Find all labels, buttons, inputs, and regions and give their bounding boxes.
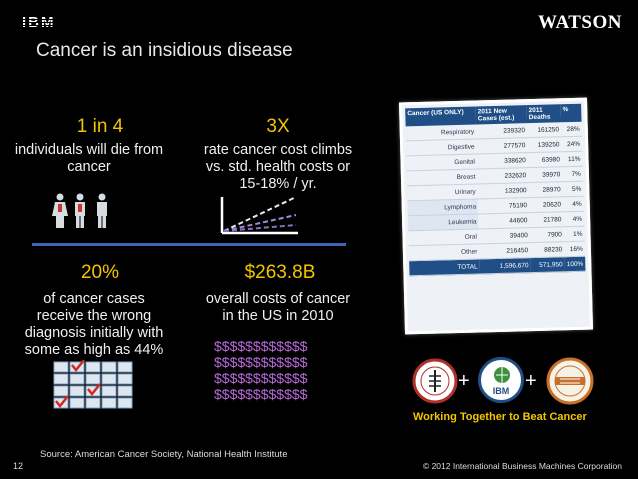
table-cell: 232620 [477, 167, 529, 184]
ibm-logo: IBM [22, 14, 56, 31]
ibm-partner-label: IBM [492, 386, 510, 396]
stat-1-text: individuals will die from cancer [4, 142, 174, 176]
stat-3-text: of cancer cases receive the wrong diagno… [4, 291, 184, 359]
table-cell: 7% [562, 166, 584, 182]
table-cell: 20620 [528, 196, 564, 213]
table-cell: 88230 [530, 241, 565, 258]
table-cell: 1,596,670 [479, 257, 531, 274]
cancer-statistics-table: Cancer (US ONLY) 2011 New Cases (est.) 2… [398, 97, 594, 335]
stat-3-line-1: of cancer cases [43, 291, 145, 307]
dollar-line-3: $$$$$$$$$$$$ [214, 370, 308, 386]
stat-4-text: overall costs of cancer in the US in 201… [180, 291, 376, 325]
stat-3-line-3: diagnosis initially with [24, 325, 164, 341]
table-header-cancer: Cancer (US ONLY) [405, 106, 476, 127]
table-cell: 28% [560, 121, 582, 137]
page-number: 12 [13, 461, 24, 471]
stat-2-line-3: 15-18% / yr. [239, 176, 317, 192]
table-cell: 4% [562, 196, 584, 212]
table-cell: 338620 [476, 152, 529, 169]
memorial-hospital-logo [546, 357, 594, 405]
stat-3-headline: 20% [80, 262, 120, 283]
table-cell: 28970 [528, 181, 563, 198]
divider-line [32, 243, 346, 246]
table-cell: 571,950 [530, 256, 565, 273]
table-cell: 139250 [527, 136, 562, 153]
stat-4-line-1: overall costs of cancer [205, 291, 351, 307]
table-cell: 44600 [478, 212, 530, 229]
table-cell: 4% [563, 211, 585, 227]
table-cell: 39400 [478, 227, 531, 244]
checkbox-grid-icon [53, 360, 133, 409]
table-cell: 1% [563, 226, 585, 242]
table-cell: 7900 [529, 226, 565, 243]
stat-2-headline: 3X [266, 116, 290, 137]
dollar-line-1: $$$$$$$$$$$$ [214, 338, 308, 354]
stat-1-line-2: cancer [67, 159, 111, 175]
dollar-signs: $$$$$$$$$$$$ $$$$$$$$$$$$ $$$$$$$$$$$$ $… [214, 338, 307, 402]
stat-1-headline: 1 in 4 [76, 116, 124, 137]
stat-3-line-2: receive the wrong [36, 308, 152, 324]
stat-2-line-2: vs. std. health costs or [205, 159, 351, 175]
footer-copyright: © 2012 International Business Machines C… [422, 461, 622, 471]
table-header-percent: % [560, 103, 582, 123]
partners-caption: Working Together to Beat Cancer [413, 411, 587, 423]
globe-icon [494, 367, 510, 383]
table-cell: 39970 [528, 166, 563, 183]
dollar-line-4: $$$$$$$$$$$$ [214, 386, 308, 402]
stat-4-line-2: in the US in 2010 [222, 308, 334, 324]
table-cell: 5% [562, 181, 584, 197]
plus-sign-2: + [525, 370, 537, 392]
table-cell: TOTAL [409, 258, 480, 276]
stat-2-text: rate cancer cost climbs vs. std. health … [178, 142, 378, 193]
footer-source: Source: American Cancer Society, Nationa… [40, 449, 288, 460]
table-cell: 63980 [527, 151, 563, 168]
stat-4-headline: $263.8B [244, 262, 316, 283]
watson-logo: WATSON [538, 12, 622, 33]
stat-3-line-4: some as high as 44% [24, 342, 164, 358]
table-cell: 100% [564, 256, 586, 272]
table-cell: 277570 [476, 137, 528, 154]
people-icon [52, 193, 107, 228]
cost-trend-icon [220, 196, 298, 235]
table-header-new-cases: 2011 New Cases (est.) [475, 105, 527, 125]
ibm-partner-logo: IBM [478, 357, 524, 403]
table-cell: 132900 [477, 182, 529, 199]
table-cell: 216450 [479, 242, 531, 259]
stat-1-line-1: individuals will die from [14, 142, 164, 158]
table-cell: 11% [561, 151, 583, 167]
table-cell: 75190 [477, 197, 530, 214]
table-cell: 24% [561, 136, 583, 152]
plus-sign-1: + [458, 370, 470, 392]
nci-seal-logo [412, 358, 458, 404]
table-cell: 16% [564, 241, 586, 257]
dollar-line-2: $$$$$$$$$$$$ [214, 354, 308, 370]
slide-title: Cancer is an insidious disease [36, 40, 293, 61]
table-total-row: TOTAL 1,596,670 571,950 100% [409, 256, 586, 276]
table-header-deaths: 2011 Deaths [526, 104, 561, 124]
table-cell: 21780 [529, 211, 564, 228]
table-cell: 239320 [475, 123, 528, 139]
stat-2-line-1: rate cancer cost climbs [203, 142, 353, 158]
table-cell: 161250 [526, 122, 562, 138]
